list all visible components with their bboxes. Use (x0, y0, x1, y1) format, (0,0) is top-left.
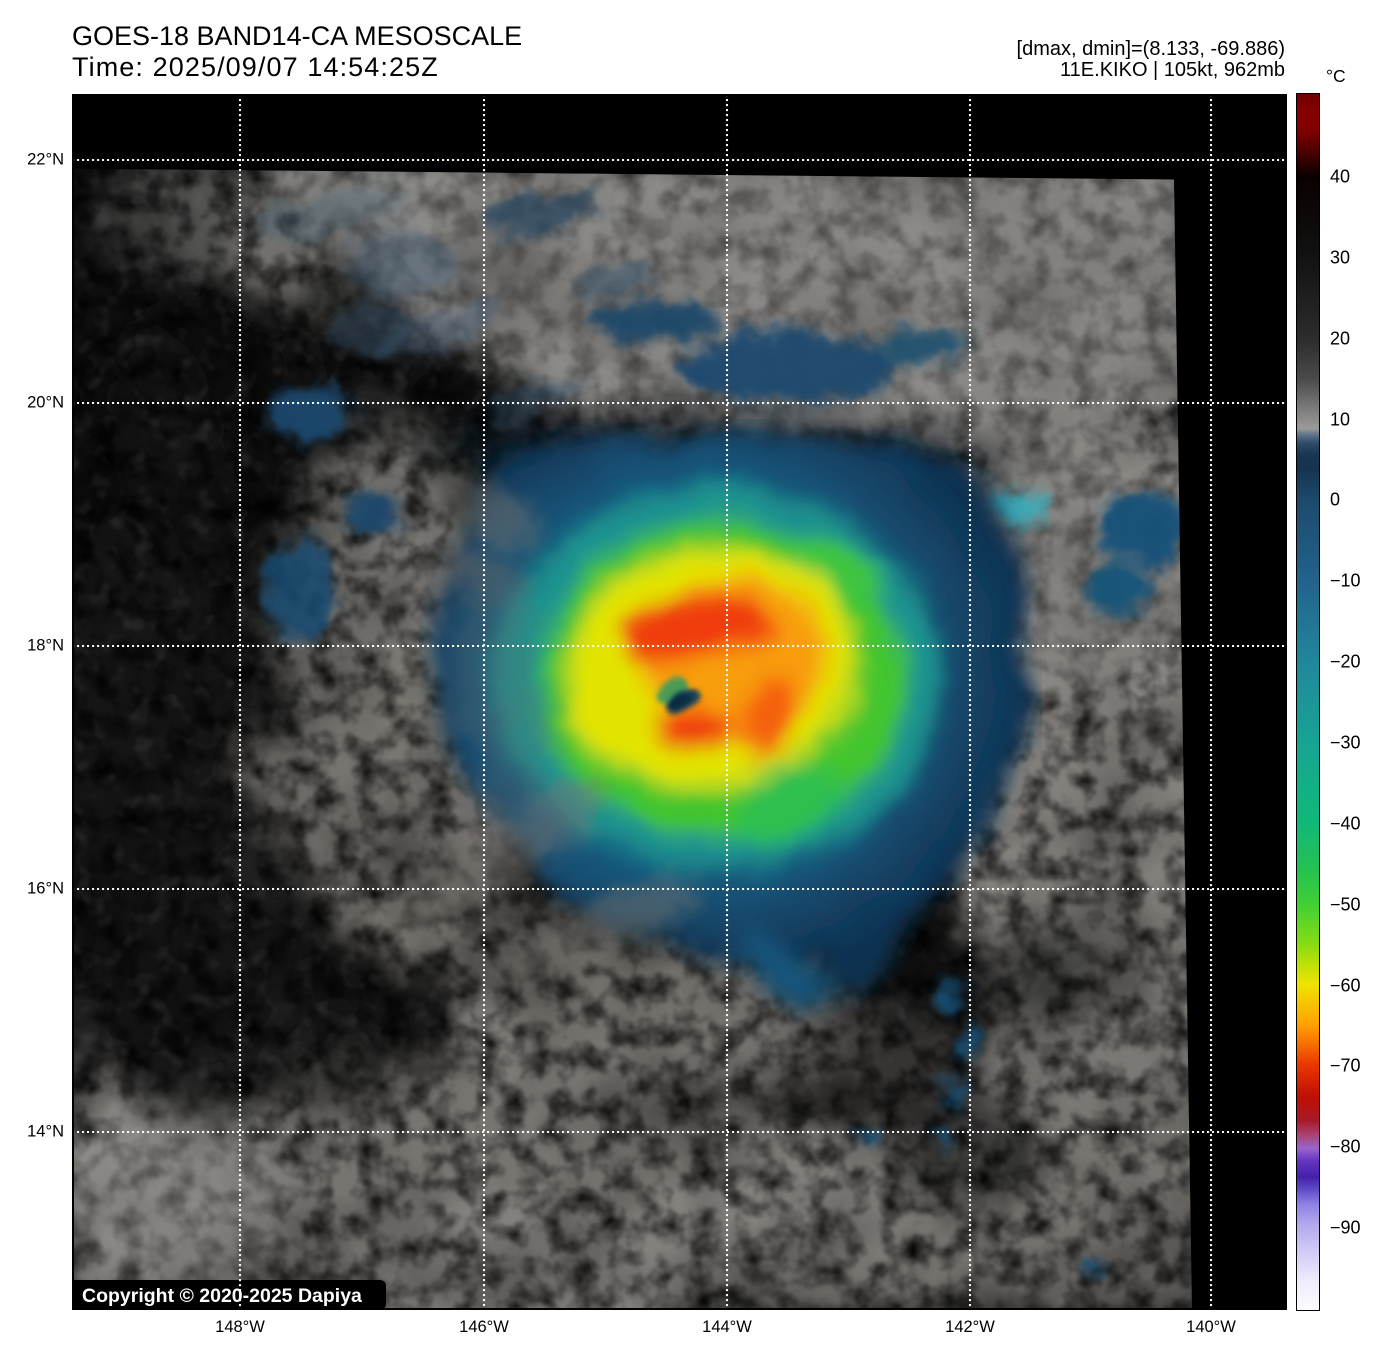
svg-text:Copyright © 2020-2025 Dapiya: Copyright © 2020-2025 Dapiya (82, 1285, 362, 1307)
